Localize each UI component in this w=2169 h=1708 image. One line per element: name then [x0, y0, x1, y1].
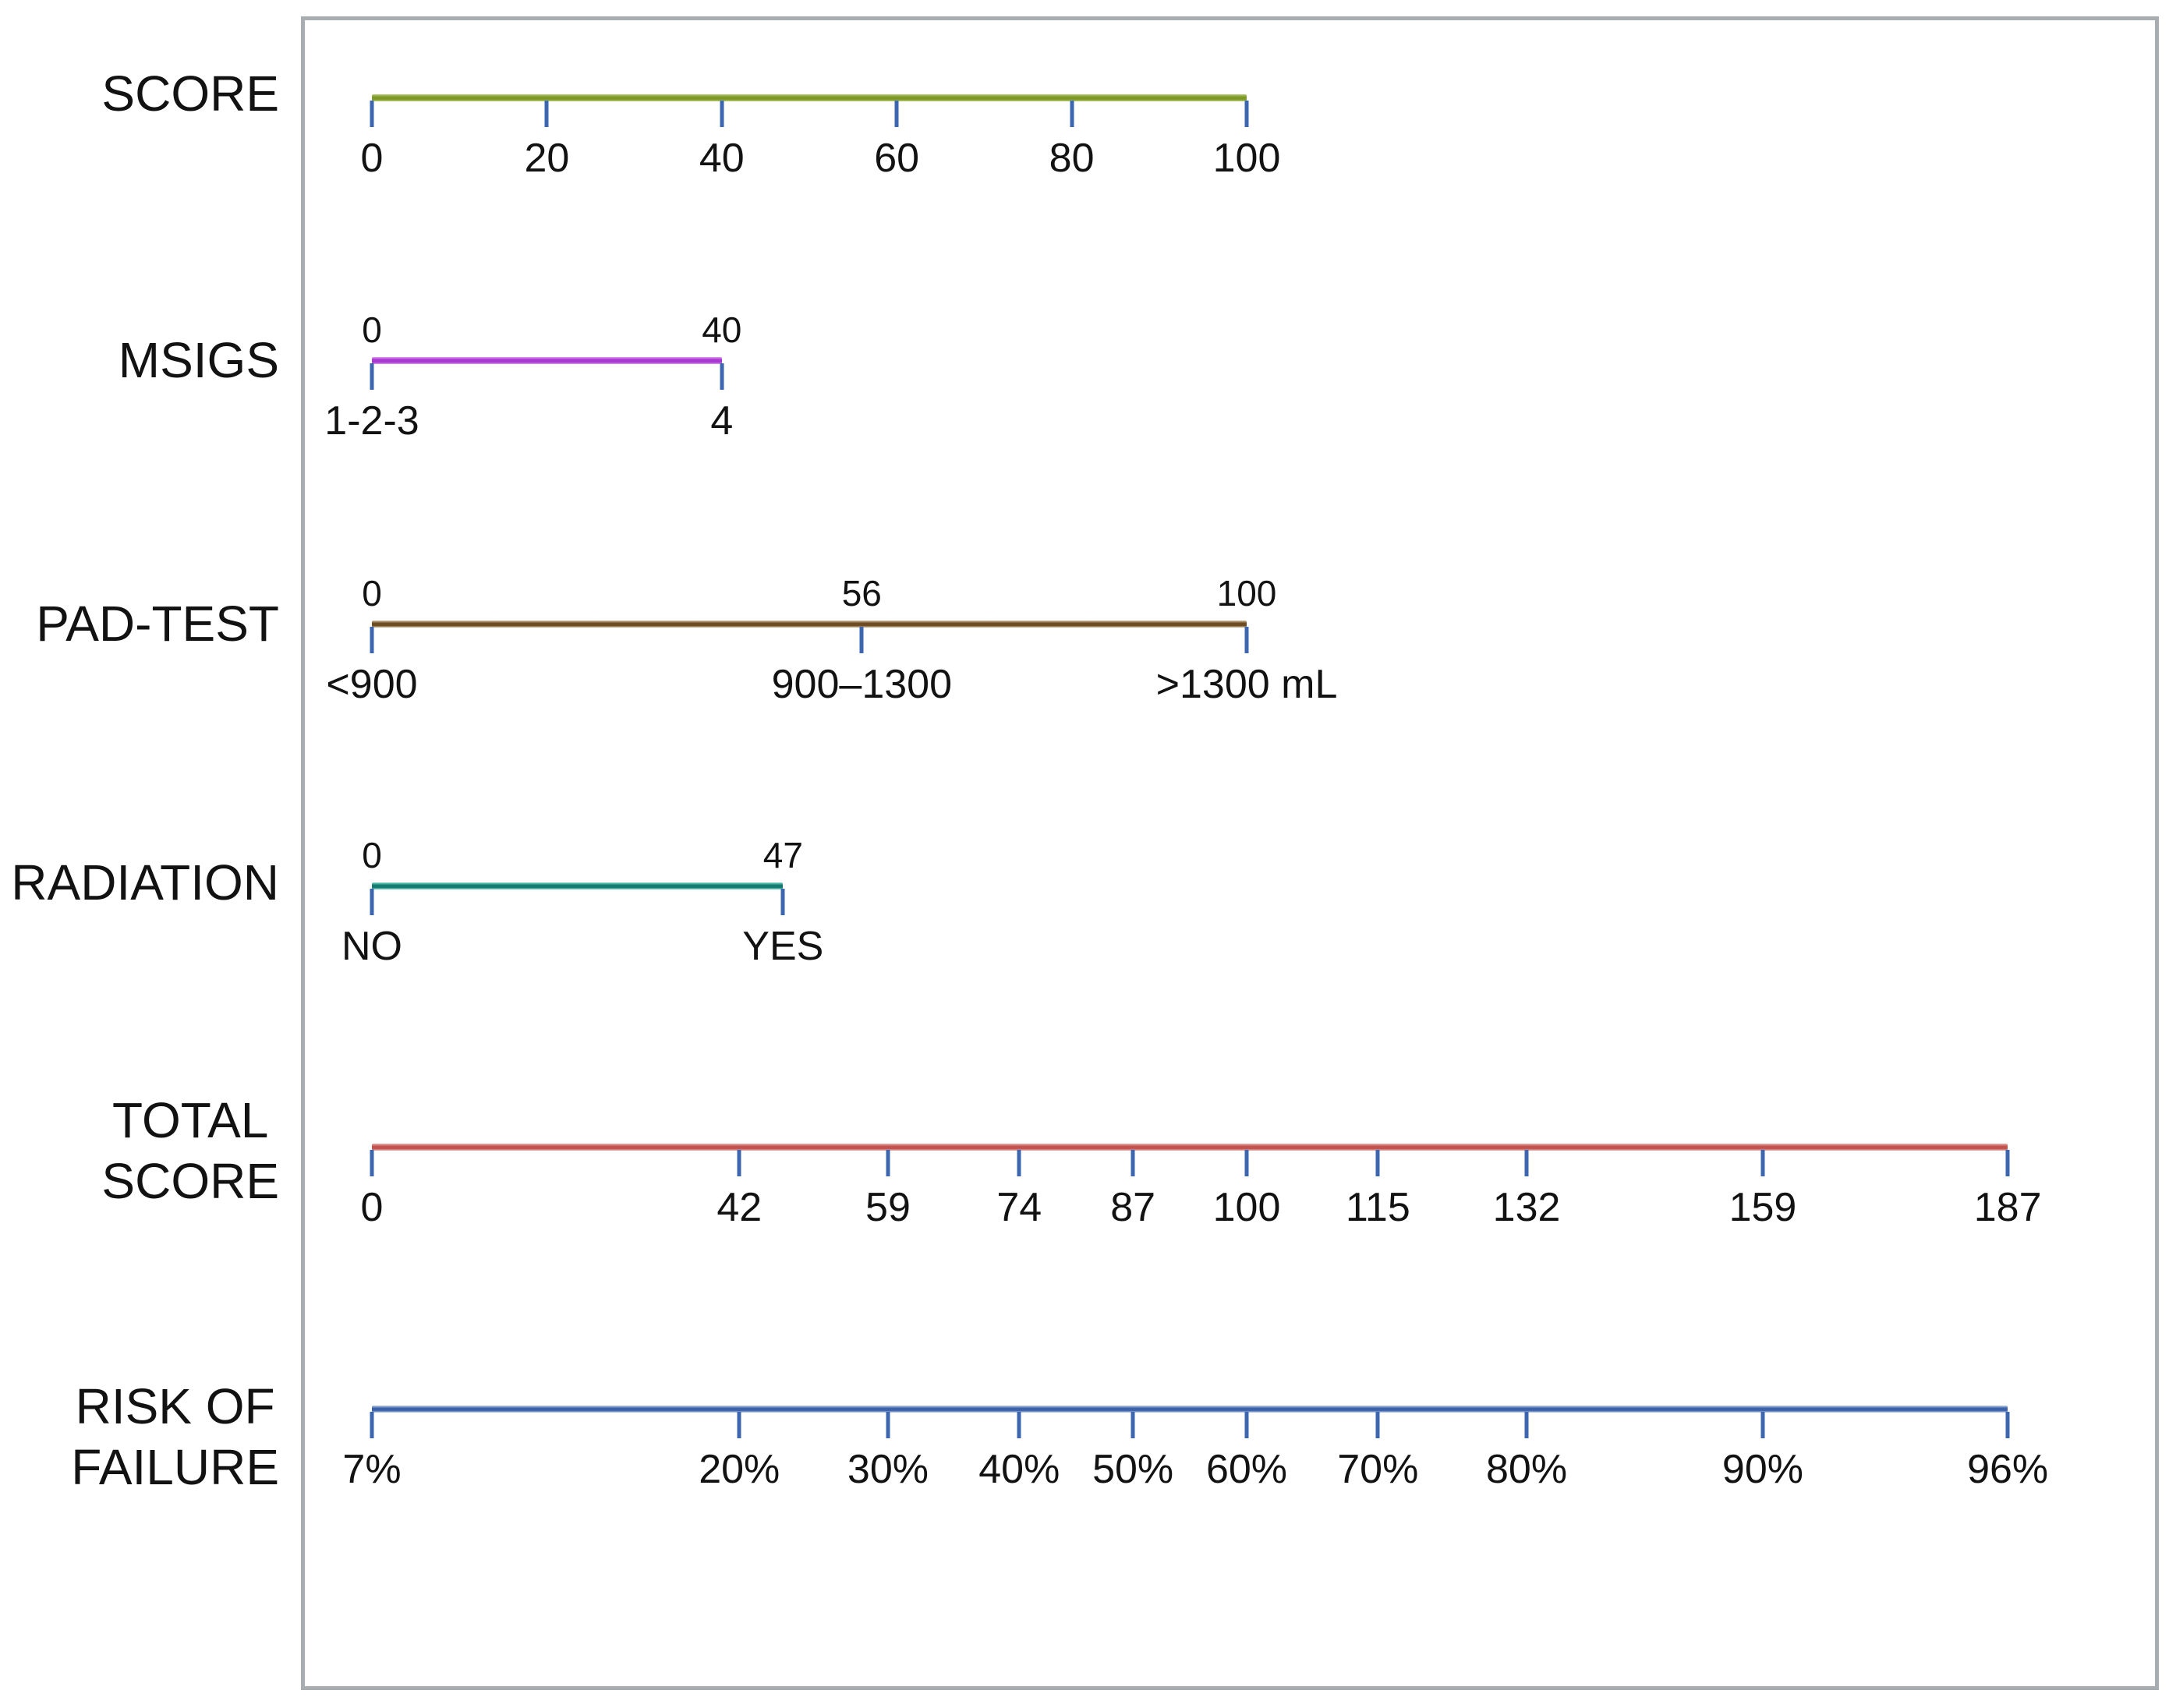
tick-mark [370, 101, 374, 127]
tick-mark [1070, 101, 1074, 127]
tick-label: 100 [1212, 1185, 1281, 1230]
tick-mark [1244, 627, 1249, 653]
row-label-score: SCORE [101, 63, 279, 124]
tick-mark [370, 889, 374, 915]
point-label: 47 [763, 835, 803, 875]
tick-label: 96% [1967, 1447, 2049, 1492]
tick-mark [737, 1412, 741, 1438]
tick-label: 7% [342, 1447, 402, 1492]
tick-mark [1130, 1150, 1135, 1176]
tick-mark [1375, 1412, 1380, 1438]
tick-mark [1375, 1150, 1380, 1176]
row-label-msigs: MSIGS [119, 330, 279, 391]
tick-mark [544, 101, 549, 127]
plot-panel [301, 16, 2159, 1690]
row-label-line: RADIATION [11, 854, 279, 911]
tick-mark [886, 1150, 890, 1176]
row-label-line: RISK OF [75, 1377, 275, 1434]
point-label: 0 [362, 573, 382, 614]
point-label: 0 [362, 835, 382, 875]
tick-mark [1760, 1412, 1765, 1438]
tick-mark [1760, 1150, 1765, 1176]
tick-label: 900–1300 [771, 662, 952, 707]
scale-line-msigs [372, 357, 722, 364]
tick-label: 80% [1485, 1447, 1568, 1492]
tick-mark [2005, 1412, 2010, 1438]
tick-mark [737, 1150, 741, 1176]
tick-mark [720, 363, 724, 390]
tick-label: 1-2-3 [324, 398, 419, 444]
tick-label: 100 [1212, 136, 1281, 181]
row-label-line: SCORE [101, 1153, 279, 1209]
tick-label: 187 [1973, 1185, 2042, 1230]
row-label-total-score: TOTAL SCORE [101, 1090, 279, 1211]
tick-mark [1244, 1412, 1249, 1438]
tick-label: 0 [360, 136, 384, 181]
tick-label: 87 [1110, 1185, 1156, 1230]
row-label-radiation: RADIATION [11, 852, 279, 913]
tick-label: 40 [699, 136, 745, 181]
row-label-risk-of-failure: RISK OF FAILURE [71, 1376, 279, 1498]
tick-mark [780, 889, 785, 915]
row-label-line: TOTAL [112, 1091, 269, 1148]
tick-label: 4 [710, 398, 734, 444]
tick-label: 40% [978, 1447, 1060, 1492]
tick-mark [1017, 1412, 1021, 1438]
scale-line-risk-of-failure [372, 1406, 2008, 1413]
tick-mark [886, 1412, 890, 1438]
tick-label: 132 [1492, 1185, 1561, 1230]
tick-label: 30% [847, 1447, 929, 1492]
tick-label: <900 [326, 662, 418, 707]
tick-mark [370, 627, 374, 653]
point-label: 40 [702, 309, 742, 350]
tick-label: 59 [865, 1185, 911, 1230]
tick-mark [1524, 1412, 1529, 1438]
tick-label: 42 [717, 1185, 763, 1230]
tick-label: 74 [996, 1185, 1042, 1230]
tick-label: 0 [360, 1185, 384, 1230]
tick-mark [1244, 1150, 1249, 1176]
scale-line-score [372, 94, 1247, 101]
tick-mark [1524, 1150, 1529, 1176]
row-label-pad-test: PAD-TEST [36, 593, 279, 654]
tick-label: 70% [1337, 1447, 1419, 1492]
tick-label: 80 [1049, 136, 1095, 181]
tick-mark [720, 101, 724, 127]
tick-label: 20 [524, 136, 570, 181]
tick-mark [370, 1150, 374, 1176]
tick-mark [859, 627, 864, 653]
row-label-line: MSIGS [118, 331, 279, 388]
tick-mark [1244, 101, 1249, 127]
tick-mark [370, 1412, 374, 1438]
tick-label: NO [341, 924, 402, 969]
tick-label: 20% [699, 1447, 780, 1492]
scale-line-radiation [372, 882, 784, 889]
tick-mark [1017, 1150, 1021, 1176]
point-label: 56 [841, 573, 882, 614]
row-label-line: FAILURE [71, 1439, 279, 1495]
tick-mark [894, 101, 899, 127]
tick-mark [370, 363, 374, 390]
tick-label: >1300 mL [1155, 662, 1338, 707]
tick-label: 50% [1092, 1447, 1174, 1492]
row-label-line: SCORE [101, 65, 279, 122]
tick-mark [1130, 1412, 1135, 1438]
point-label: 0 [362, 309, 382, 350]
tick-label: 90% [1721, 1447, 1804, 1492]
tick-label: 60% [1205, 1447, 1288, 1492]
scale-line-pad-test [372, 621, 1247, 628]
scale-line-total-score [372, 1144, 2008, 1151]
tick-label: YES [742, 924, 824, 969]
row-label-line: PAD-TEST [36, 595, 279, 652]
tick-label: 159 [1728, 1185, 1797, 1230]
tick-label: 115 [1345, 1185, 1410, 1230]
point-label: 100 [1216, 573, 1277, 614]
tick-mark [2005, 1150, 2010, 1176]
tick-label: 60 [874, 136, 920, 181]
